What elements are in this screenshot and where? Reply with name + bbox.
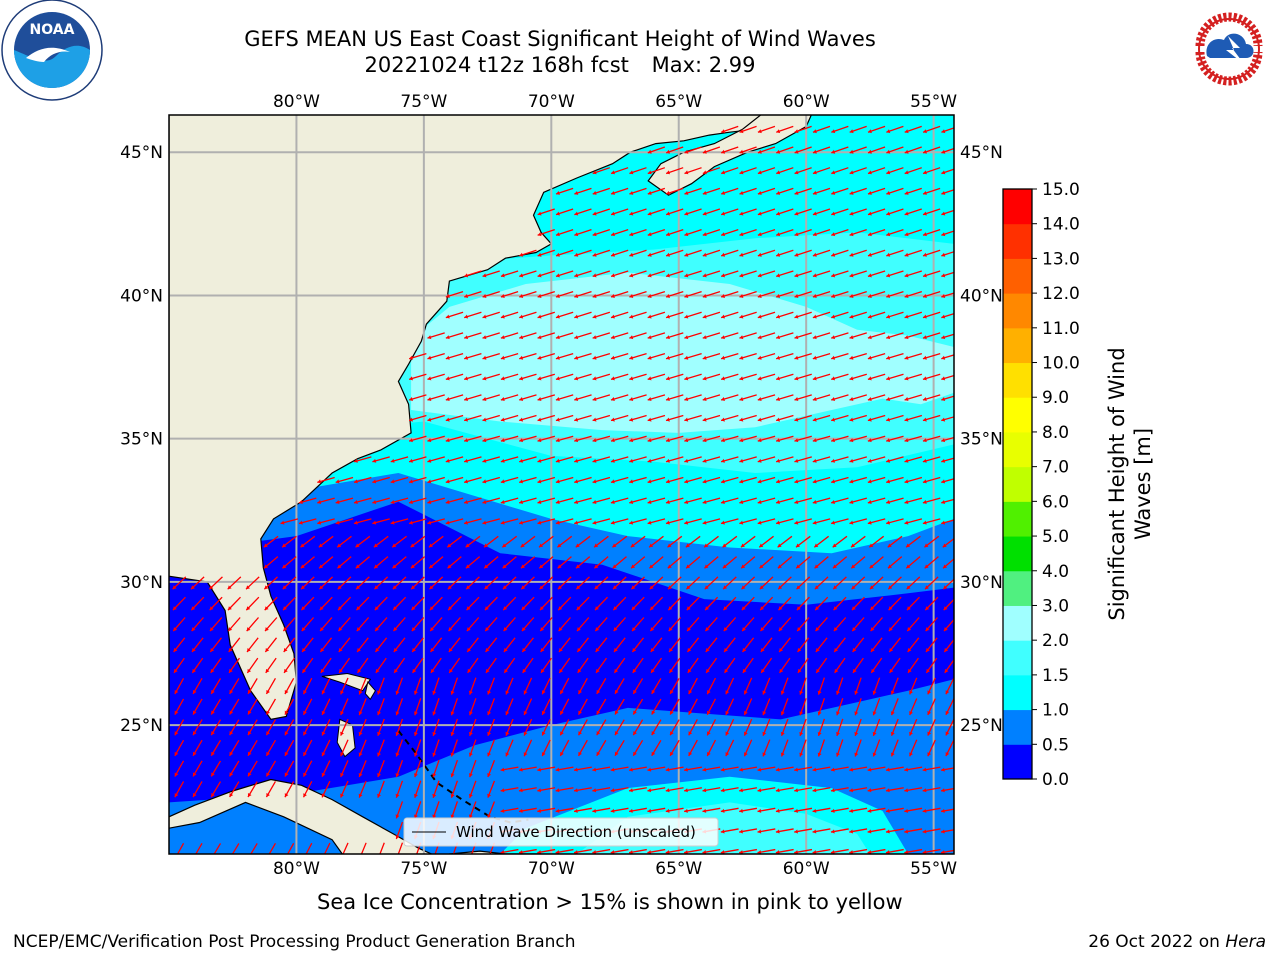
wave-band-south-3 — [500, 776, 909, 854]
wave-band-0 — [169, 115, 954, 854]
lat-tick-right: 30°N — [960, 573, 1003, 593]
colorbar-tick-label: 8.0 — [1042, 423, 1069, 443]
wave-band-south-2 — [538, 788, 896, 854]
grand-bahama — [321, 672, 372, 692]
colorbar-tick-label: 12.0 — [1042, 284, 1080, 304]
footer-date: 26 Oct 2022 on Hera — [1088, 932, 1266, 952]
lon-tick-bottom: 65°W — [655, 859, 702, 879]
colorbar-segment — [1003, 466, 1032, 502]
footer-host: Hera — [1225, 932, 1266, 952]
lon-tick-top: 75°W — [400, 92, 447, 112]
nws-logo — [1182, 2, 1276, 96]
lat-tick-left: 35°N — [120, 430, 163, 450]
title-max: Max: 2.99 — [651, 53, 756, 77]
colorbar-tick-label: 9.0 — [1042, 388, 1069, 408]
svg-text:NOAA: NOAA — [30, 22, 75, 38]
colorbar-segment — [1003, 501, 1032, 537]
colorbar-segment — [1003, 223, 1032, 259]
colorbar-segment — [1003, 189, 1032, 225]
title-line-1: GEFS MEAN US East Coast Significant Heig… — [244, 27, 876, 51]
colorbar-segment — [1003, 605, 1032, 641]
lon-tick-top: 60°W — [783, 92, 830, 112]
colorbar-segment — [1003, 744, 1032, 780]
map-frame — [168, 114, 955, 855]
lat-tick-left: 30°N — [120, 573, 163, 593]
title-run: 20221024 t12z 168h fcst — [364, 53, 629, 77]
lon-tick-top: 80°W — [273, 92, 320, 112]
colorbar-segment — [1003, 674, 1032, 711]
wave-band-south — [169, 679, 954, 854]
colorbar-tick-label: 0.5 — [1042, 735, 1069, 755]
lat-tick-right: 40°N — [960, 286, 1003, 306]
lon-tick-bottom: 80°W — [273, 859, 320, 879]
colorbar-label-line-2: Waves [m] — [1131, 428, 1155, 540]
colorbar-label-line-1: Significant Height of Wind — [1105, 347, 1129, 620]
lon-tick-bottom: 55°W — [910, 859, 957, 879]
legend-box — [403, 817, 719, 847]
colorbar-tick-label: 4.0 — [1042, 562, 1069, 582]
lat-tick-right: 35°N — [960, 430, 1003, 450]
cuba-land — [169, 778, 434, 854]
title-line-2: 20221024 t12z 168h fcst Max: 2.99 — [160, 52, 960, 78]
colorbar-frame — [1002, 188, 1033, 780]
colorbar-segment — [1003, 258, 1032, 294]
chart-title: GEFS MEAN US East Coast Significant Heig… — [160, 26, 960, 78]
colorbar-tick-label: 0.0 — [1042, 770, 1069, 790]
colorbar-tick-label: 6.0 — [1042, 492, 1069, 512]
north-america-land — [169, 115, 782, 721]
colorbar-tick-label: 11.0 — [1042, 319, 1080, 339]
colorbar-tick-label: 7.0 — [1042, 458, 1069, 478]
colorbar-tick-label: 1.0 — [1042, 701, 1069, 721]
colorbar-tick-label: 5.0 — [1042, 527, 1069, 547]
colorbar-label: Significant Height of WindWaves [m] — [1105, 347, 1155, 620]
lon-tick-bottom: 75°W — [400, 859, 447, 879]
colorbar-segment — [1003, 362, 1032, 398]
wave-band-north-1 — [169, 115, 954, 605]
sea-ice-note: Sea Ice Concentration > 15% is shown in … — [317, 890, 903, 914]
colorbar-segment — [1003, 327, 1032, 364]
hispaniola-land — [448, 850, 543, 854]
lat-tick-right: 25°N — [960, 716, 1003, 736]
colorbar-tick-label: 1.5 — [1042, 666, 1069, 686]
lon-tick-bottom: 60°W — [783, 859, 830, 879]
colorbar-tick-label: 2.0 — [1042, 631, 1069, 651]
abaco-island — [364, 681, 377, 701]
colorbar-segment — [1003, 431, 1032, 468]
colorbar-segment — [1003, 640, 1032, 676]
nova-scotia-land — [647, 115, 812, 196]
legend-label: Wind Wave Direction (unscaled) — [456, 823, 696, 841]
wave-band-north-4 — [411, 272, 954, 433]
footer-date-text: 26 Oct 2022 on — [1088, 932, 1220, 952]
colorbar-tick-label: 14.0 — [1042, 215, 1080, 235]
lon-tick-top: 65°W — [655, 92, 702, 112]
colorbar-tick-label: 15.0 — [1042, 180, 1080, 200]
lon-tick-top: 70°W — [528, 92, 575, 112]
colorbar-segment — [1003, 570, 1032, 606]
lat-tick-left: 40°N — [120, 286, 163, 306]
colorbar-tick-label: 13.0 — [1042, 249, 1080, 269]
lat-tick-left: 45°N — [120, 143, 163, 163]
colorbar-segment — [1003, 397, 1032, 433]
colorbar-tick-label: 3.0 — [1042, 596, 1069, 616]
lat-tick-right: 45°N — [960, 143, 1003, 163]
colorbar-tick-label: 10.0 — [1042, 354, 1080, 374]
wave-band-north-3 — [296, 232, 954, 473]
map-area — [169, 115, 954, 854]
wave-band-south-4 — [576, 802, 870, 854]
noaa-logo: NOAA — [1, 0, 103, 101]
lon-tick-top: 55°W — [910, 92, 957, 112]
lat-tick-left: 25°N — [120, 716, 163, 736]
colorbar-segment — [1003, 709, 1032, 745]
wave-band-north-2 — [169, 115, 954, 554]
bahamas-chain — [397, 730, 529, 824]
colorbar-segment — [1003, 536, 1032, 572]
colorbar-segment — [1003, 293, 1032, 329]
andros-island — [336, 718, 356, 758]
lon-tick-bottom: 70°W — [528, 859, 575, 879]
wave-direction-arrows — [172, 125, 954, 854]
footer-credit: NCEP/EMC/Verification Post Processing Pr… — [13, 932, 576, 952]
